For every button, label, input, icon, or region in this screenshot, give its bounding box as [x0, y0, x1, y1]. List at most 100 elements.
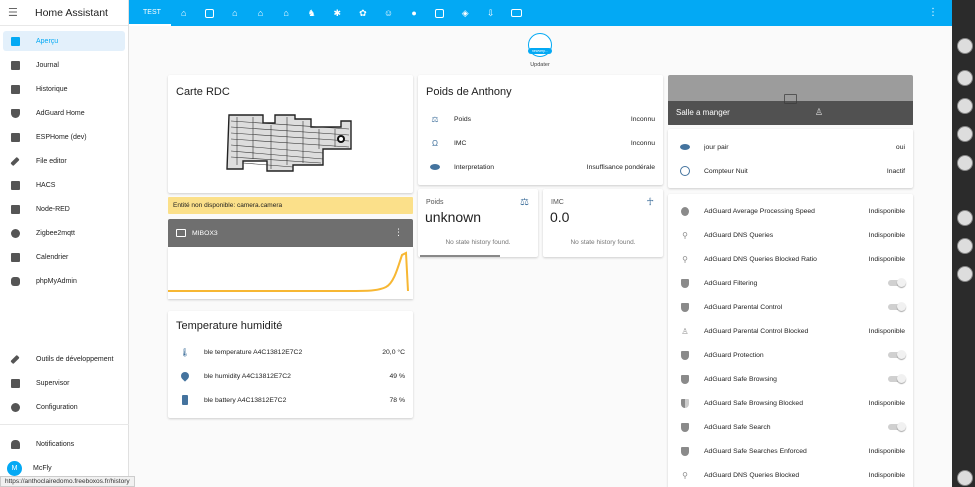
extension-icon[interactable]	[957, 210, 973, 226]
shield-check-icon[interactable]: ◈	[461, 7, 469, 18]
sidebar-item-dev-tools[interactable]: Outils de développement	[3, 349, 125, 369]
shield-check-icon	[678, 300, 692, 314]
extension-icon[interactable]	[957, 70, 973, 86]
entity-row[interactable]: AdGuard Average Processing Speed Indispo…	[668, 201, 913, 221]
extension-icon[interactable]	[957, 98, 973, 114]
entity-name: AdGuard Average Processing Speed	[704, 207, 815, 215]
sidebar-item-notifications[interactable]: Notifications	[3, 434, 125, 454]
sidebar-item-configuration[interactable]: Configuration	[3, 397, 125, 417]
sidebar-item-user[interactable]: M McFly	[3, 458, 125, 478]
flower-icon[interactable]: ✿	[359, 7, 367, 18]
entity-row[interactable]: ♙ AdGuard Parental Control Blocked Indis…	[668, 321, 913, 341]
more-vert-icon[interactable]: ⋮	[928, 7, 938, 18]
printer-icon[interactable]	[427, 0, 453, 26]
calendar-icon[interactable]	[196, 0, 222, 26]
sidebar-item-node-red[interactable]: Node-RED	[3, 199, 125, 219]
dog-icon[interactable]: ♞	[307, 7, 316, 18]
entity-value: Inconnu	[630, 115, 655, 123]
card-stat-imc[interactable]: IMC 0.0 ☥ No state history found.	[543, 189, 663, 257]
entity-value: Indisponible	[868, 399, 905, 407]
card-stat-poids[interactable]: Poids unknown ⚖ No state history found.	[418, 189, 538, 257]
sidebar-item-esphome[interactable]: ESPHome (dev)	[3, 127, 125, 147]
sidebar-item-file-editor[interactable]: File editor	[3, 151, 125, 171]
sidebar: ☰ Home Assistant Aperçu Journal Historiq…	[0, 0, 129, 487]
floor-map-image[interactable]	[223, 109, 358, 179]
parental-control-toggle[interactable]	[888, 302, 906, 311]
extension-icon[interactable]	[957, 155, 973, 171]
filtering-toggle[interactable]	[888, 278, 906, 287]
download-icon[interactable]: ⇩	[487, 7, 495, 18]
safe-browsing-toggle[interactable]	[888, 374, 906, 383]
media-player-mibox3[interactable]: MIBOX3 ⋮	[168, 219, 413, 247]
water-icon[interactable]: ●	[411, 8, 417, 18]
entity-name: ble temperature A4C13812E7C2	[204, 348, 303, 356]
entity-row[interactable]: ble humidity A4C13812E7C2 49 %	[168, 366, 413, 386]
entity-row[interactable]: Ω IMC Inconnu	[418, 133, 663, 153]
chip-icon	[9, 131, 21, 143]
palm-tree-icon[interactable]: ✱	[333, 7, 342, 18]
extension-icon[interactable]	[957, 470, 973, 486]
tab-test[interactable]: TEST	[129, 0, 171, 26]
updater-badge[interactable]: newverp...	[528, 33, 552, 57]
sidebar-item-historique[interactable]: Historique	[3, 79, 125, 99]
sidebar-item-hacs[interactable]: HACS	[3, 175, 125, 195]
entity-value: Indisponible	[868, 471, 905, 479]
entity-row[interactable]: AdGuard Filtering	[668, 273, 913, 293]
sidebar-item-label: Calendrier	[36, 253, 69, 261]
protection-toggle[interactable]	[888, 350, 906, 359]
entity-row[interactable]: AdGuard Safe Browsing	[668, 369, 913, 389]
extension-icon[interactable]	[957, 238, 973, 254]
sidebar-divider	[0, 424, 129, 425]
hammer-icon	[9, 353, 21, 365]
entity-row[interactable]: AdGuard Parental Control	[668, 297, 913, 317]
view-dashboard-icon	[9, 35, 21, 47]
sidebar-item-calendrier[interactable]: Calendrier	[3, 247, 125, 267]
more-vert-icon[interactable]: ⋮	[394, 227, 403, 237]
entity-row[interactable]: ⚲ AdGuard DNS Queries Indisponible	[668, 225, 913, 245]
safe-search-toggle[interactable]	[888, 422, 906, 431]
entity-row[interactable]: ⚲ AdGuard DNS Queries Blocked Indisponib…	[668, 465, 913, 485]
entity-row[interactable]: ⚖ Poids Inconnu	[418, 109, 663, 129]
sidebar-item-phpmyadmin[interactable]: phpMyAdmin	[3, 271, 125, 291]
scale-icon: ⚖	[431, 114, 439, 124]
sidebar-item-supervisor[interactable]: Supervisor	[3, 373, 125, 393]
card-title: Poids de Anthony	[426, 86, 512, 98]
entity-row[interactable]: AdGuard Safe Search	[668, 417, 913, 437]
app-title: Home Assistant	[35, 6, 108, 19]
cog-icon	[9, 401, 21, 413]
walk-icon[interactable]: ♙	[814, 107, 823, 117]
sidebar-item-zigbee2mqtt[interactable]: Zigbee2mqtt	[3, 223, 125, 243]
entity-row[interactable]: 🌡 ble temperature A4C13812E7C2 20,0 °C	[168, 342, 413, 362]
entity-row[interactable]: Interpretation Insuffisance pondérale	[418, 157, 663, 177]
entity-row[interactable]: jour pair oui	[668, 137, 913, 157]
entity-name: AdGuard DNS Queries Blocked	[704, 471, 800, 479]
media-graph	[168, 247, 413, 299]
entity-row[interactable]: Compteur Nuit Inactif	[668, 161, 913, 181]
home-floor-icon[interactable]: ⌂	[283, 8, 289, 18]
eye-icon	[428, 160, 442, 174]
entity-row[interactable]: AdGuard Protection	[668, 345, 913, 365]
sidebar-item-apercu[interactable]: Aperçu	[3, 31, 125, 51]
menu-icon[interactable]: ☰	[8, 7, 18, 19]
extension-icon[interactable]	[957, 38, 973, 54]
sidebar-item-adguard[interactable]: AdGuard Home	[3, 103, 125, 123]
home-variant-icon[interactable]: ⌂	[232, 8, 238, 18]
entity-row[interactable]: AdGuard Safe Searches Enforced Indisponi…	[668, 441, 913, 461]
stat-name: Poids	[426, 199, 444, 206]
entity-name: Compteur Nuit	[704, 167, 748, 175]
home-outline-icon[interactable]: ⌂	[257, 8, 264, 18]
camera-salle-a-manger[interactable]: Salle a manger ♙	[668, 75, 913, 125]
sidebar-item-label: Supervisor	[36, 379, 70, 387]
entity-row[interactable]: ble battery A4C13812E7C2 78 %	[168, 390, 413, 410]
entity-name: jour pair	[704, 143, 729, 151]
sidebar-item-journal[interactable]: Journal	[3, 55, 125, 75]
robot-icon[interactable]: ☺	[383, 8, 394, 18]
entity-row[interactable]: ⚲ AdGuard DNS Queries Blocked Ratio Indi…	[668, 249, 913, 269]
speedometer-icon	[678, 204, 692, 218]
extension-icon[interactable]	[957, 126, 973, 142]
entity-row[interactable]: AdGuard Safe Browsing Blocked Indisponib…	[668, 393, 913, 413]
monitor-icon[interactable]	[504, 0, 530, 26]
list-icon	[9, 59, 21, 71]
extension-icon[interactable]	[957, 266, 973, 282]
home-icon[interactable]: ⌂	[180, 8, 187, 18]
